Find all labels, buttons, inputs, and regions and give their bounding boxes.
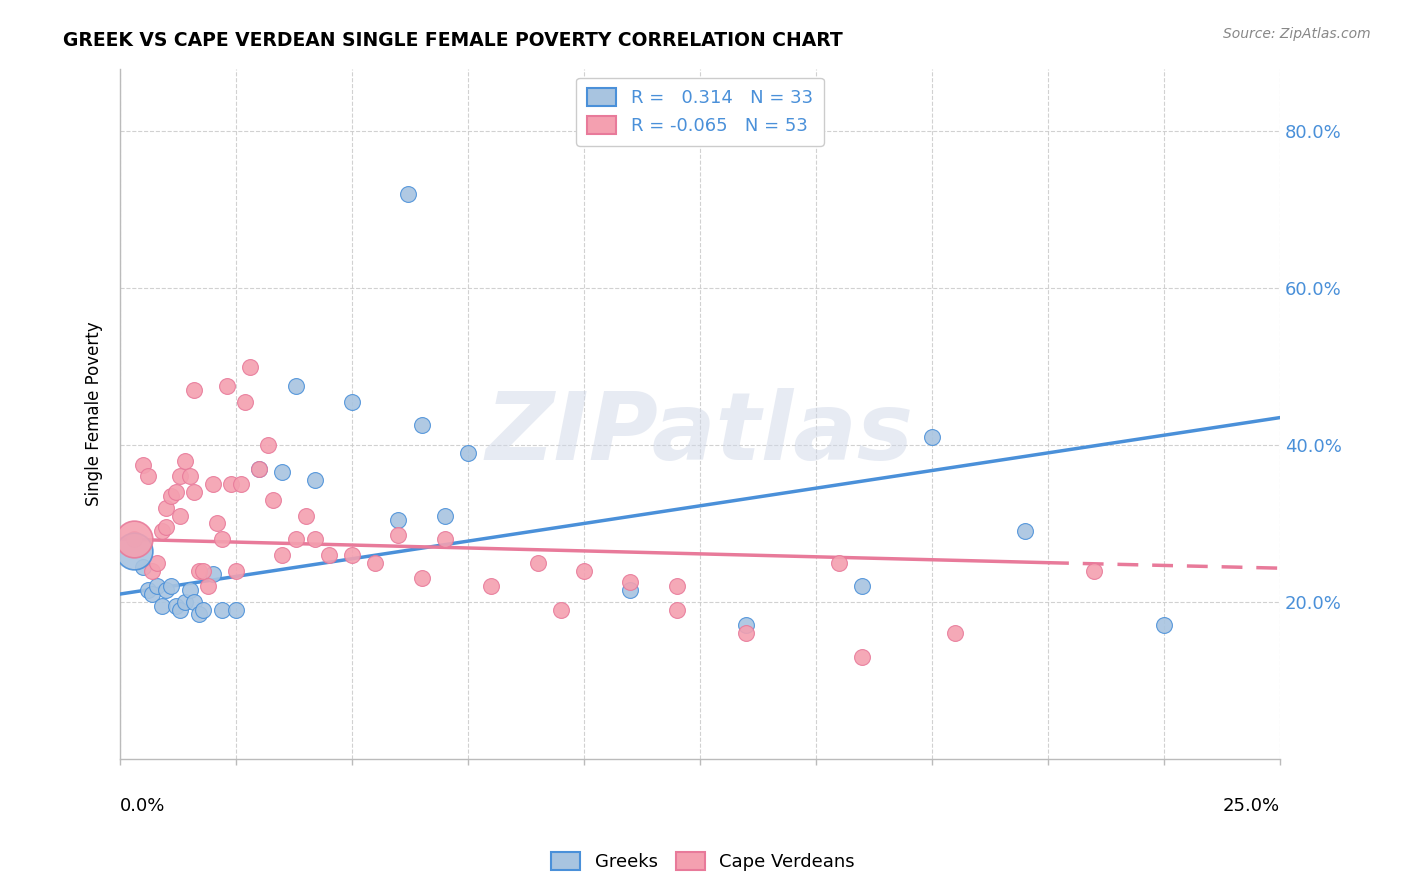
Point <box>122 532 145 546</box>
Point <box>387 512 409 526</box>
Point <box>1153 618 1175 632</box>
Point <box>201 567 224 582</box>
Point <box>257 438 280 452</box>
Point <box>411 418 433 433</box>
Point <box>211 532 233 546</box>
Point <box>215 379 238 393</box>
Point <box>165 485 187 500</box>
Point <box>193 564 215 578</box>
Point <box>141 564 163 578</box>
Text: GREEK VS CAPE VERDEAN SINGLE FEMALE POVERTY CORRELATION CHART: GREEK VS CAPE VERDEAN SINGLE FEMALE POVE… <box>63 31 844 50</box>
Text: ZIPatlas: ZIPatlas <box>486 388 914 481</box>
Point <box>619 575 641 590</box>
Point <box>169 603 191 617</box>
Point <box>122 532 145 546</box>
Point <box>169 508 191 523</box>
Point <box>179 583 201 598</box>
Point <box>136 583 159 598</box>
Text: 25.0%: 25.0% <box>1223 797 1279 814</box>
Point <box>262 492 284 507</box>
Legend: Greeks, Cape Verdeans: Greeks, Cape Verdeans <box>544 846 862 879</box>
Point <box>150 599 173 613</box>
Point <box>155 583 177 598</box>
Point <box>304 532 326 546</box>
Point <box>457 446 479 460</box>
Point <box>851 649 873 664</box>
Point <box>239 359 262 374</box>
Point <box>160 579 183 593</box>
Point <box>187 564 209 578</box>
Text: 0.0%: 0.0% <box>120 797 166 814</box>
Point <box>572 564 595 578</box>
Point <box>271 548 294 562</box>
Point <box>921 430 943 444</box>
Point <box>735 618 758 632</box>
Point <box>146 579 169 593</box>
Point <box>146 556 169 570</box>
Point <box>340 395 363 409</box>
Point <box>828 556 851 570</box>
Point <box>229 477 252 491</box>
Point <box>165 599 187 613</box>
Point <box>526 556 548 570</box>
Point <box>285 379 308 393</box>
Point <box>619 583 641 598</box>
Point <box>132 559 155 574</box>
Point <box>221 477 243 491</box>
Point <box>233 395 256 409</box>
Point <box>150 524 173 539</box>
Point <box>943 626 966 640</box>
Point <box>174 453 197 467</box>
Point <box>225 564 247 578</box>
Legend: R =   0.314   N = 33, R = -0.065   N = 53: R = 0.314 N = 33, R = -0.065 N = 53 <box>576 78 824 146</box>
Y-axis label: Single Female Poverty: Single Female Poverty <box>86 321 103 506</box>
Point <box>169 469 191 483</box>
Point <box>433 508 456 523</box>
Point <box>364 556 387 570</box>
Point <box>1083 564 1105 578</box>
Point <box>197 579 219 593</box>
Point <box>179 469 201 483</box>
Point <box>318 548 340 562</box>
Point <box>851 579 873 593</box>
Point <box>207 516 229 531</box>
Point <box>387 528 409 542</box>
Point <box>187 607 209 621</box>
Point <box>155 520 177 534</box>
Point <box>247 461 270 475</box>
Point <box>132 458 155 472</box>
Point <box>665 603 688 617</box>
Point <box>285 532 308 546</box>
Point <box>136 469 159 483</box>
Point <box>479 579 502 593</box>
Point <box>665 579 688 593</box>
Point <box>155 500 177 515</box>
Point <box>340 548 363 562</box>
Point <box>174 595 197 609</box>
Point <box>735 626 758 640</box>
Point <box>294 508 316 523</box>
Point <box>304 473 326 487</box>
Point <box>271 466 294 480</box>
Point <box>411 571 433 585</box>
Point <box>396 187 419 202</box>
Point <box>141 587 163 601</box>
Point <box>550 603 572 617</box>
Point <box>160 489 183 503</box>
Point <box>193 603 215 617</box>
Point <box>183 595 205 609</box>
Point <box>183 485 205 500</box>
Point <box>1014 524 1036 539</box>
Point <box>122 544 145 558</box>
Point <box>201 477 224 491</box>
Text: Source: ZipAtlas.com: Source: ZipAtlas.com <box>1223 27 1371 41</box>
Point <box>225 603 247 617</box>
Point <box>211 603 233 617</box>
Point <box>247 461 270 475</box>
Point <box>433 532 456 546</box>
Point <box>183 383 205 397</box>
